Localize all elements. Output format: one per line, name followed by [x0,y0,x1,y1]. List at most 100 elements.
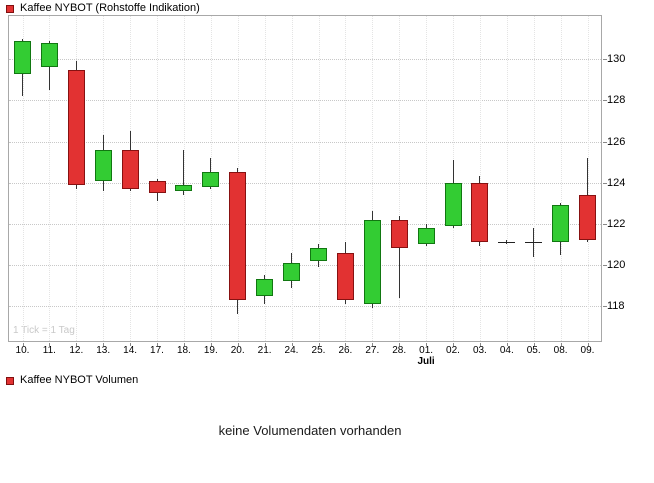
candle-body [471,182,489,243]
v-gridline [22,16,24,341]
x-axis-label: 09. [580,345,595,356]
y-axis-label: 124 [607,176,626,189]
v-gridline [453,16,454,341]
v-gridline [533,16,535,341]
y-axis-tick [603,264,607,266]
x-axis-label: 27. [365,345,380,356]
candle-doji [525,242,543,244]
candle-body [14,40,31,74]
y-axis-tick [603,182,607,184]
candle-body [175,184,193,191]
candle-body [121,149,139,189]
candle-wick [506,240,508,245]
candle-body [148,180,166,193]
v-gridline [183,16,185,341]
price-chart-panel: Kaffee NYBOT (Rohstoffe Indikation) 1 Ti… [6,3,626,367]
x-axis-label: 08. [553,345,568,356]
volume-legend: Kaffee NYBOT Volumen [6,375,138,386]
v-gridline [560,16,562,341]
candle-body [283,262,300,282]
x-axis-label: 02. [446,345,460,356]
price-legend-swatch-icon [6,4,14,13]
candle-wick [183,149,185,195]
v-gridline [399,16,401,341]
candle-body [444,182,462,226]
x-axis-label: 05. [526,345,541,356]
x-axis-label: 03. [472,345,487,356]
x-axis-tick [291,343,293,346]
candle-body [229,172,247,300]
y-axis-label: 130 [607,53,626,66]
x-axis-label: 12. [69,345,84,356]
tick-scale-watermark: 1 Tick = 1 Tag [13,325,75,336]
candle-body [363,219,381,304]
candle-body [94,149,112,181]
candle-body [67,69,85,185]
v-gridline [318,16,320,341]
candle-body [256,279,274,296]
candle-doji [498,242,516,244]
x-axis-label: 13. [96,345,111,356]
x-axis-month-label: Juli [417,356,435,367]
h-gridline [9,264,601,266]
candle-body [202,172,220,187]
y-axis-tick [603,223,607,225]
price-legend-label: Kaffee NYBOT (Rohstoffe Indikation) [20,2,200,14]
v-gridline [372,16,374,341]
h-gridline [9,182,601,184]
x-axis-tick [76,343,78,346]
x-axis-tick [479,343,481,346]
x-axis-label: 26. [338,345,353,356]
x-axis-label: 11. [42,345,56,356]
x-axis-tick [453,343,454,346]
x-axis-tick [183,343,185,346]
y-axis-tick [603,141,607,143]
y-axis-label: 118 [607,300,625,312]
v-gridline [506,16,508,341]
y-axis-label: 126 [607,135,626,148]
x-axis-label: 18. [176,345,191,356]
v-gridline [426,16,428,341]
candlestick-plot: 1 Tick = 1 Tag [8,15,602,342]
no-volume-data-message: keine Volumendaten vorhanden [218,423,402,438]
x-axis-tick [426,343,428,346]
v-gridline [587,16,589,341]
x-axis-tick [318,343,320,346]
x-axis-tick [372,343,374,346]
v-gridline [49,16,51,341]
x-axis-tick [587,343,589,346]
x-axis-label: 04. [499,345,514,356]
volume-legend-label: Kaffee NYBOT Volumen [20,374,139,386]
candle-body [552,205,570,243]
price-legend: Kaffee NYBOT (Rohstoffe Indikation) [6,3,200,14]
y-axis-tick [603,100,607,102]
volume-legend-swatch-icon [6,376,14,385]
candle-body [40,42,58,68]
candle-body [336,252,354,300]
x-axis-tick [264,343,266,346]
candle-body [579,195,596,241]
x-axis-tick [22,343,24,346]
x-axis-label: 19. [203,345,218,356]
x-axis-label: 25. [311,345,326,356]
candle-body [310,248,327,261]
y-axis-label: 120 [607,258,626,271]
x-axis-tick [237,343,239,346]
y-axis-tick [603,59,607,61]
x-axis-tick [506,343,508,346]
x-axis-tick [533,343,535,346]
y-axis-label: 128 [607,94,626,107]
candle-body [417,227,435,245]
y-axis-label: 122 [607,217,626,230]
candle-wick [398,215,400,298]
x-axis-label: 21. [257,345,272,356]
h-gridline [9,223,601,225]
h-gridline [9,141,601,143]
x-axis-label: 17. [150,345,164,356]
x-axis-tick [49,343,51,346]
x-axis-label: 24. [284,345,299,356]
x-axis-label: 20. [230,345,245,356]
v-gridline [479,16,481,341]
h-gridline [9,306,601,307]
volume-panel: Kaffee NYBOT Volumen keine Volumendaten … [0,368,654,483]
